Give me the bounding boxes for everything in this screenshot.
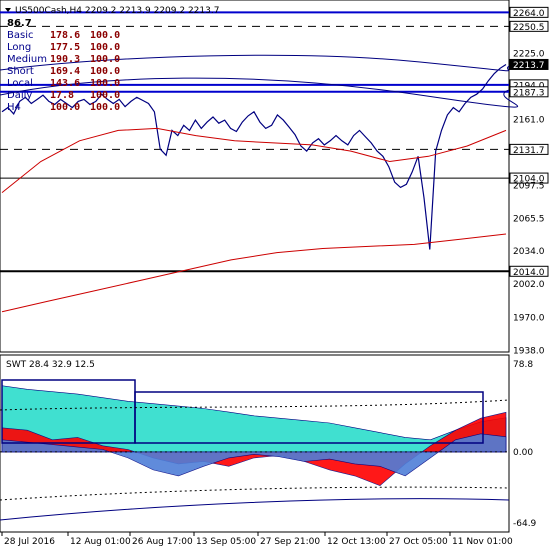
price-axis-label[interactable]: 2065.5 — [513, 214, 545, 224]
price-tag-box — [509, 143, 549, 155]
table-value-2: 100.0 — [90, 78, 120, 89]
table-label: Medium — [7, 54, 47, 65]
table-label: Daily — [7, 90, 32, 101]
price-axis[interactable]: 2264.02250.52225.02213.72194.02187.32161… — [509, 6, 549, 357]
table-label: Local — [7, 78, 33, 89]
subwindow-area — [1, 411, 507, 486]
envelope-lower-line — [0, 77, 519, 108]
subwindow-title: SWT 28.4 32.9 12.5 — [6, 360, 95, 370]
price-axis-label[interactable]: 2250.5 — [513, 23, 545, 33]
sub-axis-label: -64.9 — [513, 519, 537, 529]
price-tag-box — [509, 20, 549, 32]
table-value-1: 190.3 — [50, 54, 80, 65]
chart-title: US500Cash,H4 2209.2 2213.9 2209.2 2213.7 — [15, 6, 219, 16]
price-axis-label[interactable]: 2014.0 — [513, 268, 545, 278]
moving-average-line — [1, 127, 507, 193]
price-line — [1, 63, 507, 250]
price-axis-label[interactable]: 2187.3 — [513, 88, 545, 98]
table-value-1: 177.5 — [50, 42, 80, 53]
time-axis[interactable]: 28 Jul 2016 12 Aug 01:00 26 Aug 17:00 13 Se… — [1, 532, 513, 547]
subwindow-dotted-curve — [0, 399, 510, 411]
table-value-1: 143.6 — [50, 78, 80, 89]
time-axis-label[interactable]: 26 Aug 17:00 — [132, 537, 193, 547]
price-axis-label[interactable]: 1970.0 — [513, 313, 545, 323]
table-value-1: 178.6 — [50, 30, 80, 41]
price-tag-box — [509, 172, 549, 184]
envelope-upper-line — [0, 54, 510, 72]
triangle-down-icon[interactable] — [5, 8, 11, 12]
table-value-2: 100.0 — [90, 90, 120, 101]
subwindow-dotted-curve — [0, 486, 510, 501]
sub-axis-label: 78.8 — [513, 360, 533, 370]
table-value-1: 17.8 — [50, 90, 74, 101]
table-value-1: 169.4 — [50, 66, 80, 77]
subwindow-layer — [0, 379, 510, 521]
subwindow-lower-curve — [0, 498, 510, 521]
main-chart-layer — [0, 11, 519, 313]
price-axis-label[interactable]: 2002.0 — [513, 280, 545, 290]
current-price-tag-box — [509, 58, 549, 70]
table-label: H4 — [7, 102, 21, 113]
time-axis-label[interactable]: 27 Oct 05:00 — [389, 537, 448, 547]
price-axis-label[interactable]: 2213.7 — [513, 61, 545, 71]
table-label: Long — [7, 42, 31, 53]
subwindow-range-box — [134, 391, 484, 444]
price-tag-box — [509, 86, 549, 98]
table-value-2: 100.0 — [90, 30, 120, 41]
price-axis-label[interactable]: 2131.7 — [513, 146, 545, 156]
price-axis-label[interactable]: 2034.0 — [513, 247, 545, 257]
time-axis-label[interactable]: 12 Aug 01:00 — [70, 537, 131, 547]
price-tag-box — [509, 6, 549, 18]
table-value-1: 100.0 — [50, 102, 80, 113]
price-axis-label[interactable]: 2097.5 — [513, 181, 545, 191]
strength-table: Basic 178.6 100.0 Long 177.5 100.0 Mediu… — [7, 30, 120, 113]
moving-average-line — [1, 233, 507, 313]
table-value-2: 100.0 — [90, 54, 120, 65]
time-axis-label[interactable]: 13 Sep 05:00 — [196, 537, 256, 547]
table-value-2: 100.0 — [90, 102, 120, 113]
subwindow-area — [1, 433, 507, 477]
table-value-2: 100.0 — [90, 66, 120, 77]
price-axis-label[interactable]: 2161.0 — [513, 116, 545, 126]
price-axis-label[interactable]: 1938.0 — [513, 347, 545, 357]
table-value-2: 100.0 — [90, 42, 120, 53]
time-axis-label[interactable]: 11 Nov 01:00 — [452, 537, 513, 547]
time-axis-label[interactable]: 27 Sep 21:00 — [260, 537, 320, 547]
price-axis-label[interactable]: 2264.0 — [513, 9, 545, 19]
big-value: 86.7 — [7, 18, 32, 29]
table-label: Basic — [7, 30, 33, 41]
time-axis-label[interactable]: 12 Oct 13:00 — [327, 537, 386, 547]
price-axis-label[interactable]: 2104.0 — [513, 175, 545, 185]
time-axis-label[interactable]: 28 Jul 2016 — [4, 537, 55, 547]
sub-axis-label: 0.00 — [513, 448, 533, 458]
price-tag-box — [509, 265, 549, 277]
price-axis-label[interactable]: 2225.0 — [513, 49, 545, 59]
table-label: Short — [7, 66, 34, 77]
